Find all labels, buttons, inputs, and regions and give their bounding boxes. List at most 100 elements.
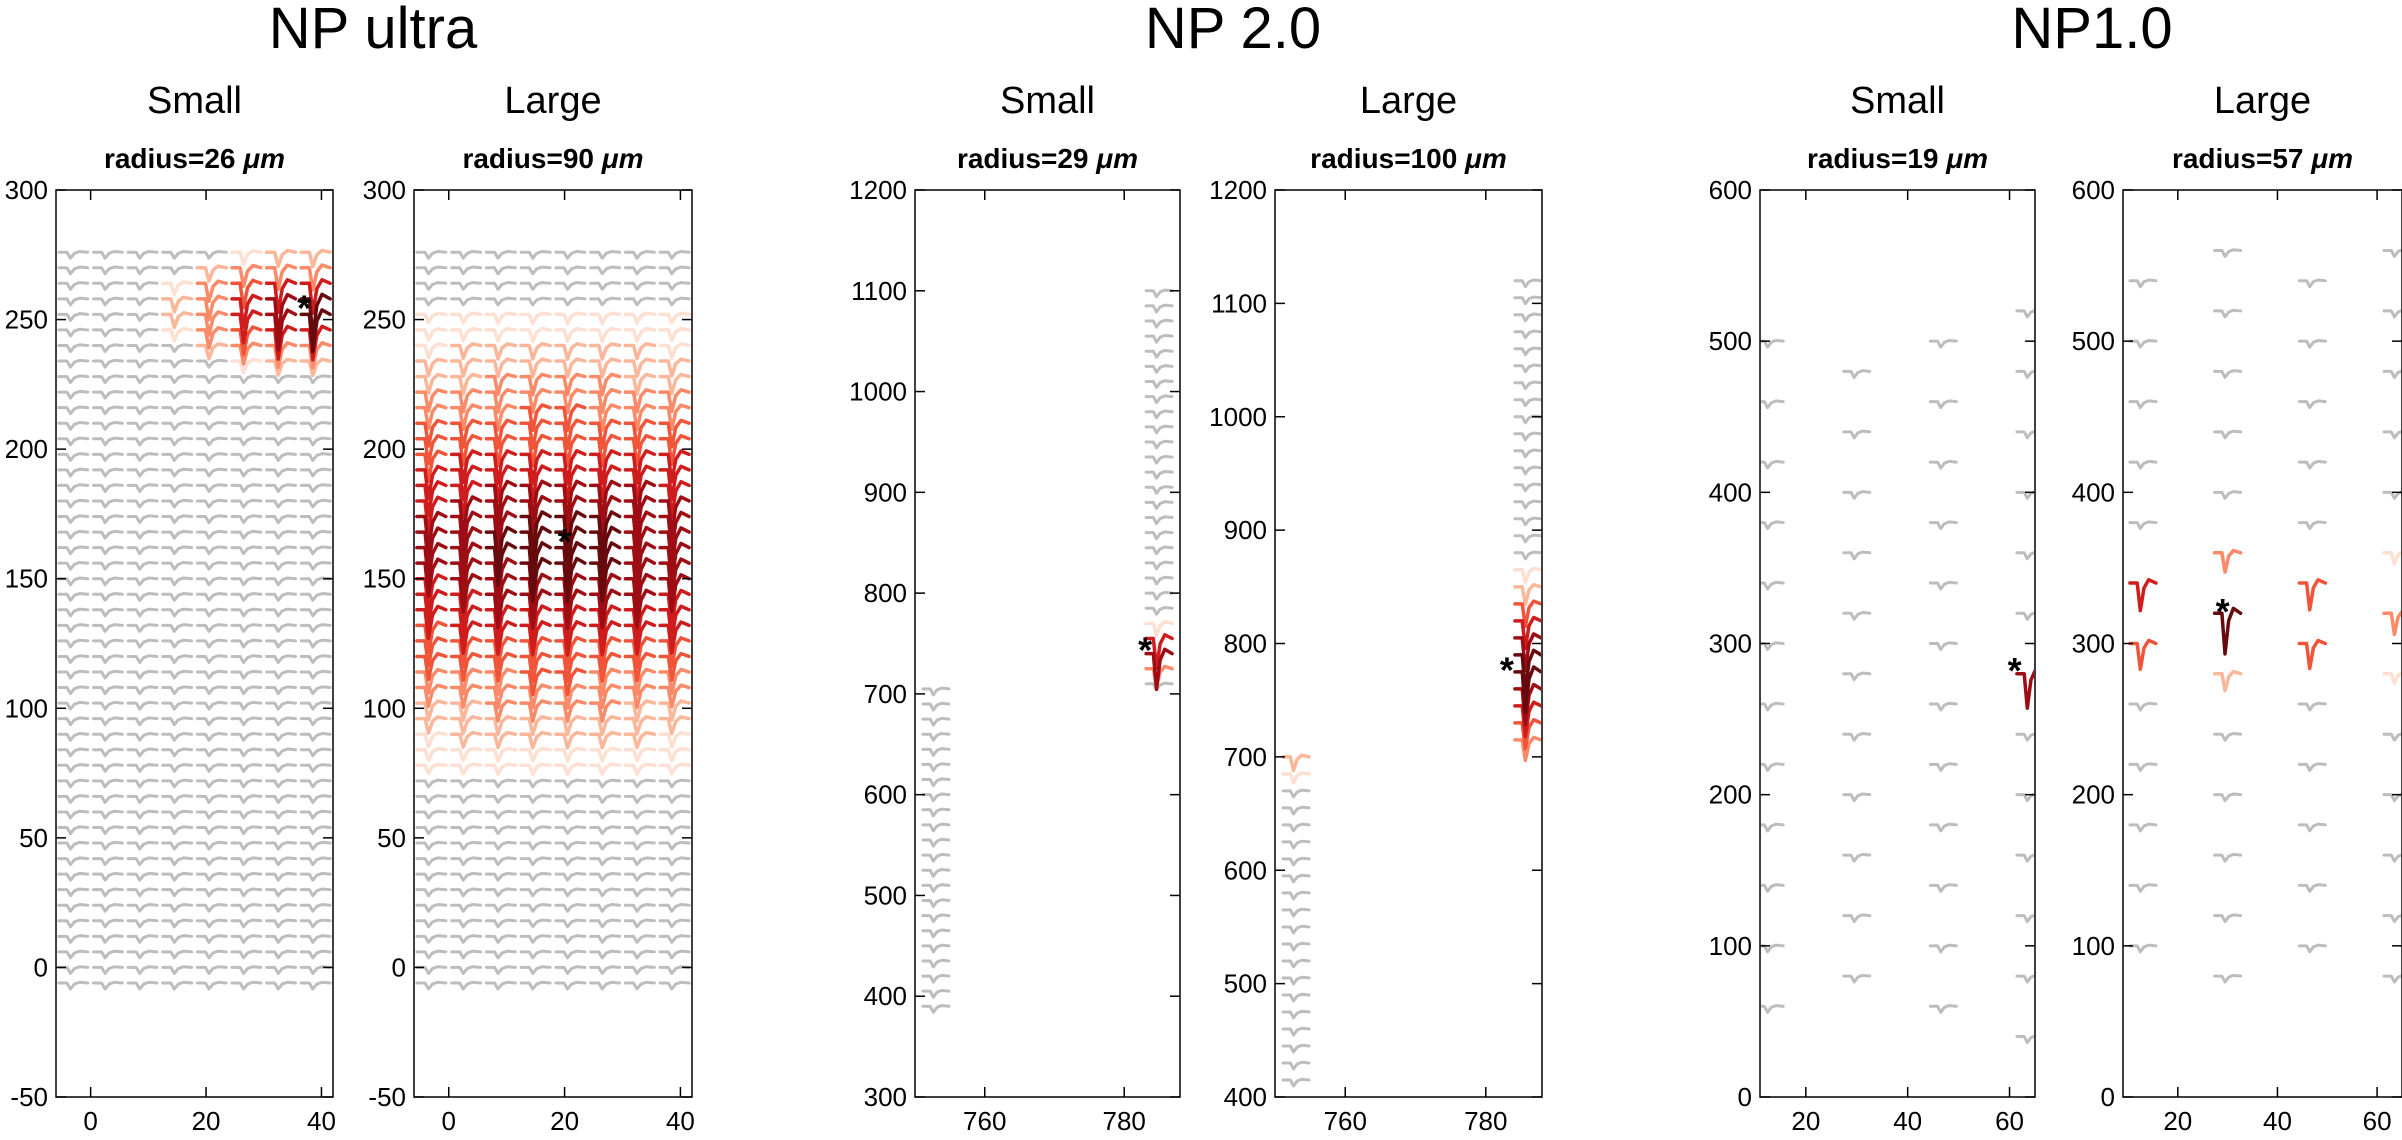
inactive-trace [554,809,587,820]
trace-layer [415,249,691,991]
inactive-trace [161,389,194,400]
inactive-trace [161,452,194,462]
inactive-trace [2015,732,2034,742]
trace-layer [921,288,1174,1014]
active-trace [484,464,518,503]
inactive-trace [230,374,263,385]
inactive-trace [519,871,552,882]
inactive-trace [2297,278,2327,289]
inactive-trace [161,358,194,369]
inactive-trace [1144,409,1174,420]
active-trace [623,604,657,643]
active-trace [623,433,657,467]
active-trace [195,310,228,337]
inactive-trace [623,856,656,867]
inactive-trace [161,436,194,447]
active-trace [484,541,518,588]
active-trace [554,572,587,617]
active-trace [415,620,448,654]
group-titles: NP ultra NP 2.0 NP1.0 [269,0,2173,61]
inactive-trace [92,980,124,991]
inactive-trace [1144,303,1174,314]
inactive-trace [126,467,159,478]
inactive-trace [554,871,587,882]
inactive-trace [265,483,297,493]
inactive-trace [519,903,552,913]
inactive-trace [1842,913,1872,924]
inactive-trace [230,514,263,525]
active-trace [449,526,483,570]
inactive-trace [2128,701,2158,712]
y-tick-label: 400 [1224,1082,1267,1112]
inactive-trace [658,809,691,820]
inactive-trace [265,545,297,556]
inactive-trace [265,856,297,867]
active-trace [554,357,587,379]
inactive-trace [1281,1009,1311,1020]
x-tick-label: 0 [83,1106,97,1136]
inactive-trace [1513,312,1541,323]
inactive-trace [2128,883,2158,893]
active-trace [1144,633,1174,671]
inactive-trace [92,452,124,462]
inactive-trace [921,1004,951,1014]
active-trace [658,311,691,325]
inactive-trace [299,654,332,664]
y-tick-label: 500 [864,880,907,910]
inactive-trace [57,763,90,773]
active-trace [554,418,587,450]
active-trace [519,494,552,539]
inactive-trace [92,498,124,509]
active-trace [554,494,587,540]
y-tick-label: 300 [864,1082,907,1112]
inactive-trace [230,700,263,711]
inactive-trace [658,949,691,960]
inactive-trace [1513,465,1541,476]
panel-title: Large [2214,80,2311,122]
inactive-trace [195,560,228,571]
active-trace [554,714,587,737]
inactive-trace [450,296,483,307]
inactive-trace [1144,485,1174,495]
inactive-trace [230,949,263,960]
y-tick-label: 250 [5,305,48,335]
inactive-trace [195,669,228,680]
inactive-trace [265,467,297,478]
active-trace [554,730,587,750]
active-trace [658,667,691,696]
inactive-trace [1144,681,1174,692]
inactive-trace [57,903,90,913]
active-trace [415,588,448,627]
inactive-trace [2128,943,2158,954]
inactive-trace [126,607,159,618]
inactive-trace [161,654,194,664]
inactive-trace [484,840,517,851]
inactive-trace [57,545,90,556]
inactive-trace [92,840,124,851]
active-trace [554,683,587,710]
inactive-trace [126,871,159,882]
inactive-trace [1144,439,1174,450]
active-trace [623,525,657,571]
active-trace [588,525,622,573]
inactive-trace [589,249,622,260]
inactive-trace [92,747,124,758]
inactive-trace [658,980,691,991]
inactive-trace [92,421,124,431]
inactive-trace [265,389,297,400]
active-trace [588,683,622,710]
inactive-trace [161,856,194,867]
y-tick-label: 50 [377,823,406,853]
inactive-trace [126,312,159,322]
inactive-trace [1281,1043,1311,1054]
inactive-trace [554,903,587,913]
inactive-trace [195,794,228,804]
inactive-trace [2213,852,2243,863]
inactive-trace [161,965,194,975]
inactive-trace [195,731,228,742]
active-trace [161,295,194,314]
active-trace [519,714,552,737]
inactive-trace [2128,338,2158,349]
inactive-trace [161,576,194,587]
y-tick-label: 1200 [1209,175,1267,205]
